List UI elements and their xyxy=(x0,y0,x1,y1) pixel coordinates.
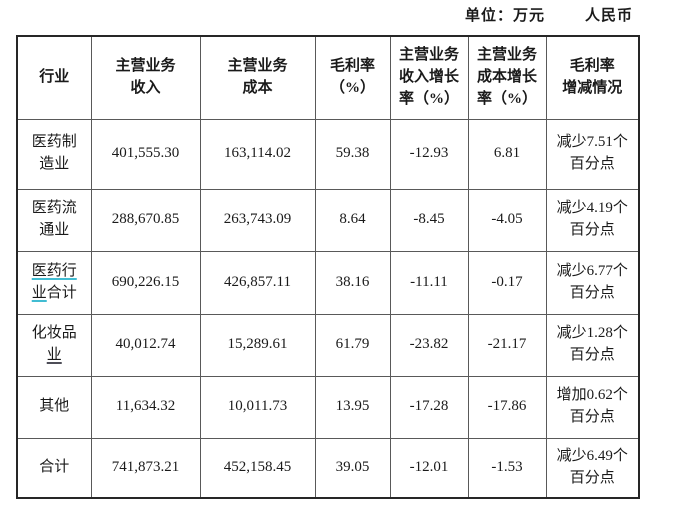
cell-industry: 医药行 业合计 xyxy=(16,250,92,315)
cell-cost: 163,114.02 xyxy=(199,118,316,190)
unit-row: 单位：万元 人民币 xyxy=(465,4,633,25)
column-header-cost: 主营业务 成本 xyxy=(199,35,316,120)
cell-industry: 医药制 造业 xyxy=(16,118,92,190)
cell-industry: 合计 xyxy=(16,437,92,499)
cell-margin-change: 减少6.49个 百分点 xyxy=(545,437,640,499)
column-header-cost-growth: 主营业务 成本增长 率（%） xyxy=(467,35,547,120)
cell-revenue: 690,226.15 xyxy=(90,250,201,315)
cell-revenue-growth: -17.28 xyxy=(389,375,469,439)
cell-industry: 其他 xyxy=(16,375,92,439)
cell-revenue-growth: -12.93 xyxy=(389,118,469,190)
cell-cost: 15,289.61 xyxy=(199,313,316,377)
industry-link[interactable]: 医药行 业 xyxy=(31,262,77,301)
table-row: 其他 11,634.32 10,011.73 13.95 -17.28 -17.… xyxy=(16,375,640,439)
table-row: 化妆品 业 40,012.74 15,289.61 61.79 -23.82 -… xyxy=(16,313,640,377)
cell-margin-change: 减少1.28个 百分点 xyxy=(545,313,640,377)
cell-revenue: 40,012.74 xyxy=(90,313,201,377)
segment-performance-table: 行业 主营业务 收入 主营业务 成本 毛利率 （%） 主营业务 收入增长 率（%… xyxy=(16,35,640,499)
cell-cost: 452,158.45 xyxy=(199,437,316,499)
cell-cost: 263,743.09 xyxy=(199,188,316,252)
unit-label: 单位：万元 xyxy=(464,8,545,24)
cell-cost-growth: -21.17 xyxy=(467,313,547,377)
table-row: 医药制 造业 401,555.30 163,114.02 59.38 -12.9… xyxy=(16,118,640,190)
cell-gross-margin: 8.64 xyxy=(314,188,391,252)
cell-gross-margin: 61.79 xyxy=(314,313,391,377)
cell-revenue-growth: -23.82 xyxy=(389,313,469,377)
cell-cost-growth: 6.81 xyxy=(467,118,547,190)
industry-label-underlined: 业 xyxy=(46,347,62,363)
cell-gross-margin: 13.95 xyxy=(314,375,391,439)
table-row: 医药行 业合计 690,226.15 426,857.11 38.16 -11.… xyxy=(16,250,640,315)
column-header-margin-change: 毛利率 增减情况 xyxy=(545,35,640,120)
cell-revenue: 401,555.30 xyxy=(90,118,201,190)
column-header-gross-margin: 毛利率 （%） xyxy=(314,35,391,120)
column-header-revenue: 主营业务 收入 xyxy=(90,35,201,120)
cell-cost: 10,011.73 xyxy=(199,375,316,439)
cell-industry: 化妆品 业 xyxy=(16,313,92,377)
cell-gross-margin: 38.16 xyxy=(314,250,391,315)
industry-label-part: 化妆品 xyxy=(31,325,77,342)
header-row: 行业 主营业务 收入 主营业务 成本 毛利率 （%） 主营业务 收入增长 率（%… xyxy=(16,35,640,120)
table-row: 医药流 通业 288,670.85 263,743.09 8.64 -8.45 … xyxy=(16,188,640,252)
cell-revenue: 11,634.32 xyxy=(90,375,201,439)
cell-gross-margin: 59.38 xyxy=(314,118,391,190)
cell-margin-change: 减少7.51个 百分点 xyxy=(545,118,640,190)
cell-revenue-growth: -11.11 xyxy=(389,250,469,315)
cell-gross-margin: 39.05 xyxy=(314,437,391,499)
cell-revenue: 741,873.21 xyxy=(90,437,201,499)
column-header-revenue-growth: 主营业务 收入增长 率（%） xyxy=(389,35,469,120)
cell-margin-change: 增加0.62个 百分点 xyxy=(545,375,640,439)
cell-revenue-growth: -12.01 xyxy=(389,437,469,499)
cell-industry: 医药流 通业 xyxy=(16,188,92,252)
cell-cost-growth: -4.05 xyxy=(467,188,547,252)
table-row: 合计 741,873.21 452,158.45 39.05 -12.01 -1… xyxy=(16,437,640,499)
cell-cost-growth: -0.17 xyxy=(467,250,547,315)
cell-cost-growth: -17.86 xyxy=(467,375,547,439)
cell-margin-change: 减少4.19个 百分点 xyxy=(545,188,640,252)
cell-margin-change: 减少6.77个 百分点 xyxy=(545,250,640,315)
cell-revenue: 288,670.85 xyxy=(90,188,201,252)
cell-cost: 426,857.11 xyxy=(199,250,316,315)
cell-revenue-growth: -8.45 xyxy=(389,188,469,252)
currency-label: 人民币 xyxy=(584,8,633,24)
cell-cost-growth: -1.53 xyxy=(467,437,547,499)
column-header-industry: 行业 xyxy=(16,35,92,120)
industry-link-rest: 合计 xyxy=(46,284,77,301)
